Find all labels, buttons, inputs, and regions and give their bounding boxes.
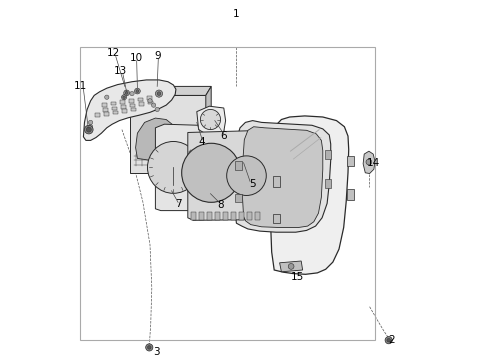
Circle shape bbox=[130, 91, 134, 96]
Circle shape bbox=[147, 346, 151, 349]
Bar bbox=[207, 212, 212, 220]
Polygon shape bbox=[279, 261, 302, 272]
Bar bbox=[138, 98, 143, 101]
Text: 7: 7 bbox=[176, 199, 182, 210]
Circle shape bbox=[134, 88, 140, 94]
Circle shape bbox=[155, 107, 159, 112]
Circle shape bbox=[123, 96, 125, 99]
Bar bbox=[130, 104, 135, 107]
Text: 5: 5 bbox=[249, 179, 256, 189]
Circle shape bbox=[86, 127, 91, 132]
Polygon shape bbox=[179, 131, 205, 162]
Text: 12: 12 bbox=[107, 48, 120, 58]
Circle shape bbox=[124, 90, 130, 96]
Text: 9: 9 bbox=[155, 51, 161, 61]
Text: 1: 1 bbox=[233, 9, 240, 19]
Circle shape bbox=[136, 90, 139, 93]
Circle shape bbox=[201, 109, 220, 130]
Polygon shape bbox=[136, 118, 175, 160]
Circle shape bbox=[227, 156, 266, 195]
Bar bbox=[273, 176, 279, 187]
Circle shape bbox=[152, 103, 156, 107]
Text: 14: 14 bbox=[367, 158, 381, 168]
Bar bbox=[147, 96, 152, 100]
Bar bbox=[199, 212, 204, 220]
Bar bbox=[139, 102, 144, 106]
Text: 11: 11 bbox=[74, 81, 87, 91]
Bar bbox=[121, 105, 126, 109]
Bar bbox=[112, 107, 117, 110]
Circle shape bbox=[387, 338, 390, 342]
Bar bbox=[131, 108, 136, 111]
Circle shape bbox=[125, 91, 128, 94]
Bar bbox=[324, 179, 331, 188]
Text: 2: 2 bbox=[389, 335, 395, 345]
Bar bbox=[80, 47, 375, 340]
Bar bbox=[129, 99, 134, 103]
Bar bbox=[104, 112, 108, 116]
Bar bbox=[103, 108, 108, 112]
Text: 3: 3 bbox=[153, 347, 160, 357]
Text: 6: 6 bbox=[220, 131, 227, 141]
Circle shape bbox=[182, 143, 240, 202]
Bar bbox=[255, 212, 260, 220]
Bar bbox=[273, 214, 279, 223]
Text: 4: 4 bbox=[199, 137, 205, 147]
Circle shape bbox=[146, 344, 153, 351]
Bar bbox=[102, 103, 107, 107]
Bar bbox=[247, 212, 252, 220]
Circle shape bbox=[121, 95, 127, 100]
Polygon shape bbox=[242, 127, 323, 228]
Bar bbox=[347, 189, 354, 200]
Polygon shape bbox=[235, 121, 331, 232]
Circle shape bbox=[366, 159, 372, 165]
Text: 8: 8 bbox=[217, 200, 224, 210]
Polygon shape bbox=[197, 106, 226, 135]
Polygon shape bbox=[188, 130, 268, 220]
Circle shape bbox=[385, 337, 392, 344]
Bar bbox=[121, 109, 127, 113]
Circle shape bbox=[84, 125, 93, 134]
Polygon shape bbox=[156, 124, 224, 211]
Bar bbox=[223, 212, 228, 220]
Circle shape bbox=[288, 264, 294, 269]
Circle shape bbox=[157, 92, 161, 95]
Circle shape bbox=[148, 99, 152, 103]
Polygon shape bbox=[130, 95, 206, 173]
Bar bbox=[111, 102, 116, 105]
Bar bbox=[192, 212, 196, 220]
Text: 10: 10 bbox=[130, 53, 143, 63]
Polygon shape bbox=[84, 80, 176, 140]
Bar bbox=[235, 194, 242, 202]
Bar bbox=[235, 161, 242, 170]
Text: 13: 13 bbox=[114, 66, 127, 76]
Circle shape bbox=[194, 156, 221, 184]
Circle shape bbox=[156, 90, 163, 97]
Bar bbox=[239, 212, 244, 220]
Bar bbox=[231, 212, 236, 220]
Bar bbox=[95, 113, 100, 117]
Polygon shape bbox=[206, 86, 211, 173]
Polygon shape bbox=[363, 151, 375, 174]
Bar bbox=[347, 156, 354, 166]
Circle shape bbox=[88, 125, 93, 129]
Circle shape bbox=[88, 120, 93, 125]
Bar bbox=[113, 111, 118, 114]
Bar bbox=[215, 212, 220, 220]
Polygon shape bbox=[130, 86, 211, 95]
Bar bbox=[148, 101, 153, 104]
Bar bbox=[324, 150, 331, 159]
Circle shape bbox=[147, 141, 199, 193]
Polygon shape bbox=[271, 116, 348, 274]
Circle shape bbox=[105, 95, 109, 99]
Text: 15: 15 bbox=[291, 272, 304, 282]
Bar bbox=[120, 100, 125, 104]
